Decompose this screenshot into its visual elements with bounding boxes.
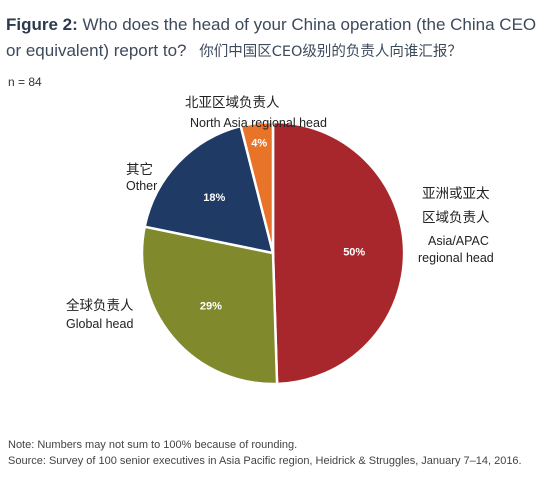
label-asia-en-1: Asia/APAC: [428, 234, 489, 248]
pie-slice-other: [143, 124, 275, 255]
label-asia-cn-2: 区域负责人: [422, 210, 490, 226]
pie-pct-label: 4%: [251, 138, 267, 150]
pie-pct-label: 50%: [343, 247, 365, 259]
sample-size: n = 84: [8, 75, 42, 89]
pie-slice-global-head: [140, 225, 279, 386]
pie-slice-asia-apac-regional-head: [271, 120, 406, 386]
figure-label: Figure 2:: [6, 15, 78, 34]
label-other-en: Other: [126, 179, 158, 193]
label-asia-en-2: regional head: [418, 251, 494, 265]
title-chinese: 你们中国区CEO级别的负责人向谁汇报？: [199, 44, 462, 60]
pie-pct-label: 18%: [203, 192, 225, 204]
pie-pct-label: 29%: [200, 300, 222, 312]
label-north-asia-cn: 北亚区域负责人: [185, 95, 280, 111]
label-north-asia-en: North Asia regional head: [190, 116, 327, 130]
label-global-en: Global head: [66, 317, 134, 331]
note-text: Note: Numbers may not sum to 100% becaus…: [8, 439, 298, 451]
label-other-cn: 其它: [126, 162, 153, 178]
title-text: Who does the head of your China operatio…: [6, 15, 537, 60]
source-text: Source: Survey of 100 senior executives …: [8, 455, 522, 467]
label-asia-cn-1: 亚洲或亚太: [422, 186, 490, 202]
footnote: Note: Numbers may not sum to 100% becaus…: [8, 437, 548, 469]
chart-title: Figure 2: Who does the head of your Chin…: [6, 12, 546, 65]
label-global-cn: 全球负责人: [66, 298, 134, 314]
pie-slice-north-asia-regional-head: [239, 120, 275, 254]
